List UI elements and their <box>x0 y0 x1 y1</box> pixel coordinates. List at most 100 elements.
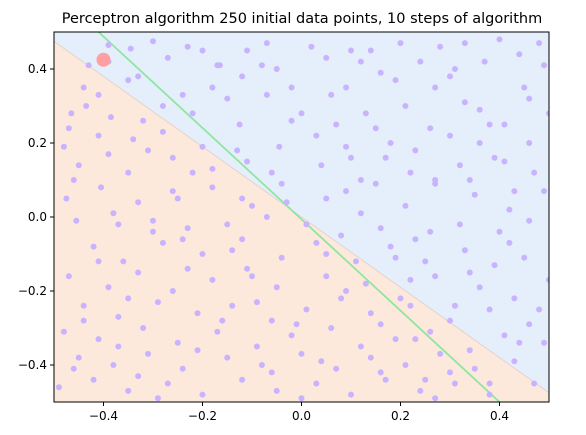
data-point <box>80 302 87 309</box>
data-point <box>476 140 483 146</box>
data-point <box>491 154 498 161</box>
data-point <box>412 236 419 243</box>
data-point <box>107 114 114 121</box>
data-point <box>422 258 429 265</box>
data-point <box>481 58 488 65</box>
data-point <box>273 387 280 394</box>
data-point <box>352 258 359 265</box>
data-point <box>229 247 236 254</box>
data-point <box>90 243 97 250</box>
data-point <box>451 302 458 309</box>
data-point <box>209 165 216 172</box>
data-point <box>194 310 201 317</box>
data-point <box>263 91 270 98</box>
data-point <box>60 328 67 335</box>
data-point <box>135 373 142 380</box>
chart-title: Perceptron algorithm 250 initial data po… <box>62 11 542 27</box>
data-point <box>402 362 409 368</box>
data-point <box>209 84 216 91</box>
data-point <box>63 195 70 202</box>
data-point <box>268 169 275 176</box>
data-point <box>427 228 434 235</box>
data-point <box>278 254 285 261</box>
data-point <box>447 369 453 376</box>
data-point <box>288 117 295 124</box>
data-point <box>115 313 122 320</box>
data-point <box>447 73 453 80</box>
data-point <box>432 180 439 187</box>
data-point <box>382 376 389 383</box>
data-point <box>184 225 191 232</box>
data-point <box>451 66 458 72</box>
data-point <box>125 169 132 176</box>
data-point <box>169 154 176 161</box>
data-point <box>432 273 439 280</box>
data-point <box>179 365 186 372</box>
data-point <box>323 273 330 280</box>
data-point <box>209 184 216 191</box>
x-tick-label: −0.2 <box>188 409 217 423</box>
data-point <box>367 47 374 54</box>
data-point <box>447 132 453 139</box>
data-point <box>471 365 478 372</box>
data-point <box>328 91 335 98</box>
data-point <box>476 284 483 291</box>
data-point <box>105 41 112 48</box>
data-point <box>145 350 152 357</box>
data-point <box>466 347 473 354</box>
data-point <box>145 147 152 154</box>
data-point <box>496 228 503 235</box>
data-point <box>402 103 409 109</box>
data-point <box>199 47 206 54</box>
data-point <box>348 391 354 398</box>
data-point <box>541 188 548 195</box>
data-point <box>412 336 419 343</box>
data-point <box>402 202 409 209</box>
data-point <box>348 47 354 54</box>
data-point <box>372 125 379 132</box>
data-point <box>437 43 444 50</box>
data-point <box>501 332 508 339</box>
data-point <box>194 347 201 354</box>
data-point <box>546 276 549 283</box>
data-point <box>516 339 523 346</box>
data-point <box>447 317 453 324</box>
data-point <box>125 295 132 302</box>
data-point <box>313 380 320 387</box>
data-point <box>224 354 231 361</box>
data-point <box>150 217 156 224</box>
data-point <box>338 295 345 302</box>
data-point <box>323 251 330 257</box>
data-point <box>189 169 196 176</box>
data-point <box>432 395 439 402</box>
data-point <box>80 84 87 91</box>
y-tick-label: 0.0 <box>28 210 47 224</box>
data-point <box>244 47 251 54</box>
data-point <box>189 110 196 117</box>
data-point <box>333 121 340 128</box>
data-point <box>214 328 221 335</box>
data-point <box>65 125 72 132</box>
data-point <box>318 162 325 169</box>
data-point <box>130 136 137 143</box>
data-point <box>95 258 102 265</box>
data-point <box>263 40 270 47</box>
data-point <box>209 276 216 283</box>
data-point <box>343 288 350 294</box>
data-point <box>501 158 508 165</box>
data-point <box>105 284 112 291</box>
data-point <box>199 143 206 150</box>
data-point <box>150 228 156 235</box>
data-point <box>125 77 132 84</box>
data-point <box>536 40 543 47</box>
data-point <box>278 180 285 187</box>
data-point <box>65 273 72 280</box>
data-point <box>377 321 384 328</box>
data-point <box>98 184 105 191</box>
data-point <box>105 151 112 158</box>
y-tick-label: −0.2 <box>18 284 47 298</box>
x-tick-label: 0.2 <box>391 409 410 423</box>
data-point <box>427 125 434 132</box>
data-point <box>392 254 399 261</box>
